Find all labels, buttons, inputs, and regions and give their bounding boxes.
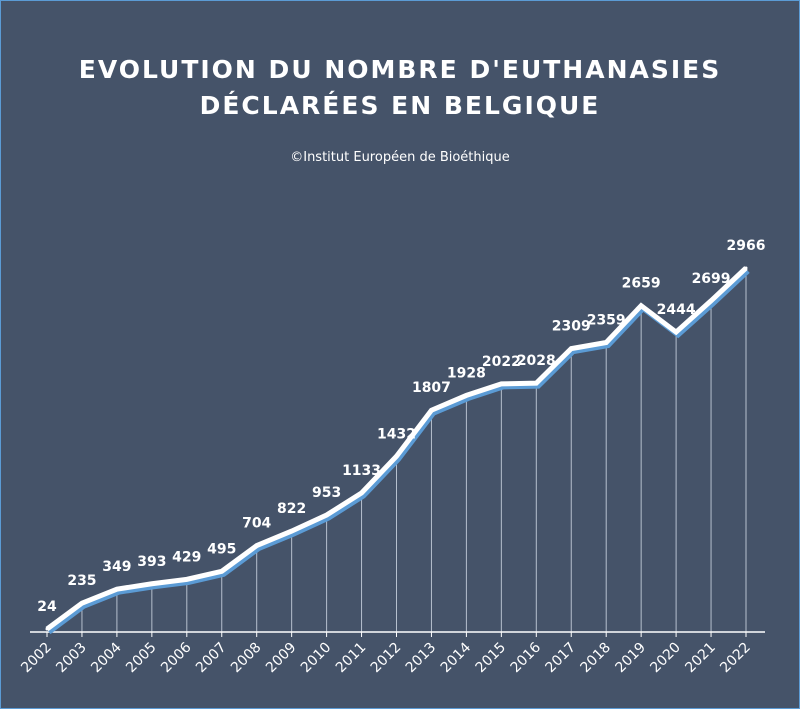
x-tick-label-2016: 2016 xyxy=(508,639,545,676)
data-point-2009 xyxy=(290,529,294,533)
data-label-2016: 2028 xyxy=(517,353,556,369)
x-tick-label-2018: 2018 xyxy=(578,640,615,677)
series-line xyxy=(45,266,750,635)
data-point-2010 xyxy=(325,513,329,517)
data-label-2017: 2309 xyxy=(552,319,591,335)
data-label-2018: 2359 xyxy=(587,312,626,328)
x-tick-label-2015: 2015 xyxy=(473,640,510,677)
data-label-2007: 495 xyxy=(207,541,236,557)
data-point-2018 xyxy=(604,340,608,344)
drop-lines xyxy=(81,272,747,632)
x-tick-labels: 2002200320042005200620072008200920102011… xyxy=(18,639,754,676)
x-tick-label-2010: 2010 xyxy=(298,640,335,677)
x-tick-label-2014: 2014 xyxy=(438,639,475,676)
x-tick-label-2022: 2022 xyxy=(717,640,754,677)
data-point-2019 xyxy=(639,304,643,308)
data-point-2008 xyxy=(255,544,259,548)
data-label-2010: 953 xyxy=(312,485,341,501)
data-label-2022: 2966 xyxy=(727,238,766,254)
chart-title-line2: DÉCLARÉES EN BELGIQUE xyxy=(199,91,601,120)
data-point-2017 xyxy=(569,347,573,351)
data-point-2022 xyxy=(744,266,748,270)
data-point-2015 xyxy=(499,382,503,386)
x-tick-label-2008: 2008 xyxy=(228,640,265,677)
x-tick-label-2020: 2020 xyxy=(647,640,684,677)
data-point-2003 xyxy=(80,601,84,605)
x-tick-label-2012: 2012 xyxy=(368,640,405,677)
data-label-2005: 393 xyxy=(137,554,166,570)
data-label-2012: 1432 xyxy=(377,426,416,442)
x-tick-label-2013: 2013 xyxy=(403,640,440,677)
data-point-2013 xyxy=(429,408,433,412)
data-label-2019: 2659 xyxy=(622,276,661,292)
data-point-2005 xyxy=(150,582,154,586)
data-point-2012 xyxy=(395,454,398,458)
data-label-2015: 2022 xyxy=(482,354,521,370)
data-label-2004: 349 xyxy=(102,559,131,575)
data-label-2003: 235 xyxy=(67,573,96,589)
data-label-2008: 704 xyxy=(242,516,271,532)
data-label-2002: 24 xyxy=(37,599,57,615)
x-tick-label-2005: 2005 xyxy=(123,640,160,677)
data-point-2004 xyxy=(115,587,119,591)
data-label-2021: 2699 xyxy=(692,271,731,287)
data-label-2020: 2444 xyxy=(657,302,696,318)
chart-title-line1: EVOLUTION DU NOMBRE D'EUTHANASIES xyxy=(78,55,722,84)
data-point-2021 xyxy=(709,299,713,303)
data-point-2006 xyxy=(185,577,189,581)
x-tick-label-2017: 2017 xyxy=(543,640,580,677)
x-tick-label-2002: 2002 xyxy=(18,640,55,677)
data-point-2020 xyxy=(674,330,678,334)
x-tick-label-2006: 2006 xyxy=(158,639,195,676)
data-point-2007 xyxy=(220,569,224,573)
data-label-2006: 429 xyxy=(172,549,201,565)
data-label-2011: 1133 xyxy=(342,463,381,479)
data-point-2002 xyxy=(45,627,49,631)
data-point-2014 xyxy=(464,393,468,397)
x-tick-label-2003: 2003 xyxy=(53,640,90,677)
chart-subtitle: ©Institut Européen de Bioéthique xyxy=(290,150,510,165)
data-point-2016 xyxy=(534,381,538,385)
x-tick-label-2009: 2009 xyxy=(263,640,300,677)
x-tick-label-2007: 2007 xyxy=(193,640,230,677)
x-tick-label-2011: 2011 xyxy=(333,640,370,677)
data-label-2014: 1928 xyxy=(447,365,486,381)
x-tick-label-2021: 2021 xyxy=(682,640,719,677)
x-axis-ticks xyxy=(46,632,747,637)
data-point-2011 xyxy=(360,491,364,495)
x-tick-label-2019: 2019 xyxy=(612,640,649,677)
series-line-shadow xyxy=(47,269,750,635)
data-label-2013: 1807 xyxy=(412,380,451,396)
data-label-2009: 822 xyxy=(277,501,306,517)
x-tick-label-2004: 2004 xyxy=(88,639,125,676)
